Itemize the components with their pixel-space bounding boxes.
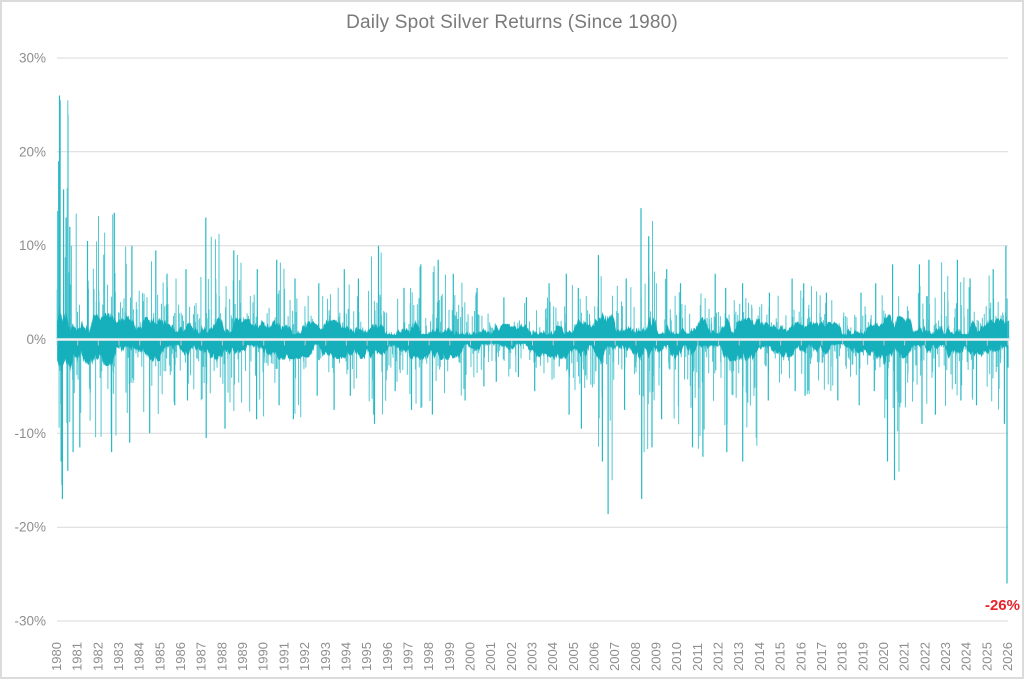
x-axis-label: 2017 (814, 642, 829, 671)
x-axis-label: 1994 (338, 642, 353, 671)
x-axis-label: 2001 (483, 642, 498, 671)
x-axis-label: 2013 (731, 642, 746, 671)
x-axis-label: 2020 (876, 642, 891, 671)
x-axis-label: 2005 (566, 642, 581, 671)
x-axis-label: 1980 (49, 642, 64, 671)
x-axis-label: 2009 (649, 642, 664, 671)
x-axis-label: 2025 (979, 642, 994, 671)
x-axis-labels: 1980 1981 1982 1983 1984 1985 1986 1987 1988 1989… (49, 642, 1015, 671)
y-axis-label: -10% (14, 426, 46, 441)
x-axis-label: 2018 (835, 642, 850, 671)
y-axis-label: 20% (19, 144, 46, 159)
x-axis-label: 1996 (380, 642, 395, 671)
zero-axis (56, 338, 1011, 346)
x-axis-label: 2026 (1000, 642, 1015, 671)
x-axis-label: 1992 (297, 642, 312, 671)
x-axis-label: 2012 (711, 642, 726, 671)
x-axis-label: 1998 (421, 642, 436, 671)
year-tick-marks (56, 340, 1009, 346)
x-axis-label: 2021 (897, 642, 912, 671)
x-axis-label: 2003 (525, 642, 540, 671)
x-axis-label: 1984 (132, 642, 147, 671)
final-return-annotation: -26% (984, 597, 1020, 614)
x-axis-label: 2007 (607, 642, 622, 671)
y-axis-label: 30% (19, 51, 46, 66)
y-axis-label: 0% (26, 332, 46, 347)
x-axis-label: 1990 (256, 642, 271, 671)
x-axis-label: 1993 (318, 642, 333, 671)
y-axis-label: -20% (14, 520, 46, 535)
x-axis-label: 2011 (690, 643, 705, 671)
x-axis-label: 2022 (917, 642, 932, 671)
x-axis-label: 1985 (152, 642, 167, 671)
x-axis-label: 1982 (90, 642, 105, 671)
daily-spikes (56, 100, 1009, 481)
x-axis-label: 1997 (401, 642, 416, 671)
x-axis-label: 1999 (442, 642, 457, 671)
x-axis-label: 2010 (669, 642, 684, 671)
x-axis-label: 2006 (587, 642, 602, 671)
y-axis-label: 10% (19, 238, 46, 253)
x-axis-label: 2019 (855, 642, 870, 671)
x-axis-label: 2008 (628, 642, 643, 671)
x-axis-label: 2004 (545, 642, 560, 671)
x-axis-label: 1981 (70, 642, 85, 671)
x-axis-label: 1986 (173, 642, 188, 671)
x-axis-label: 1988 (214, 642, 229, 671)
x-axis-label: 2024 (959, 642, 974, 671)
x-axis-label: 1991 (276, 642, 291, 671)
x-axis-label: 2000 (463, 642, 478, 671)
x-axis-label: 2014 (752, 642, 767, 671)
y-axis-label: -30% (14, 614, 46, 629)
y-axis-labels: 30% 20% 10% 0% -10% -20% -30% (14, 51, 46, 629)
x-axis-label: 2016 (793, 642, 808, 671)
chart-title: Daily Spot Silver Returns (Since 1980) (346, 12, 678, 33)
x-axis-label: 2023 (938, 642, 953, 671)
x-axis-label: 1989 (235, 642, 250, 671)
x-axis-label: 2002 (504, 642, 519, 671)
x-axis-label: 2015 (773, 642, 788, 671)
x-axis-label: 1983 (111, 642, 126, 671)
x-axis-label: 1995 (359, 642, 374, 671)
x-axis-label: 1987 (194, 642, 209, 671)
extreme-spikes (58, 95, 1010, 584)
